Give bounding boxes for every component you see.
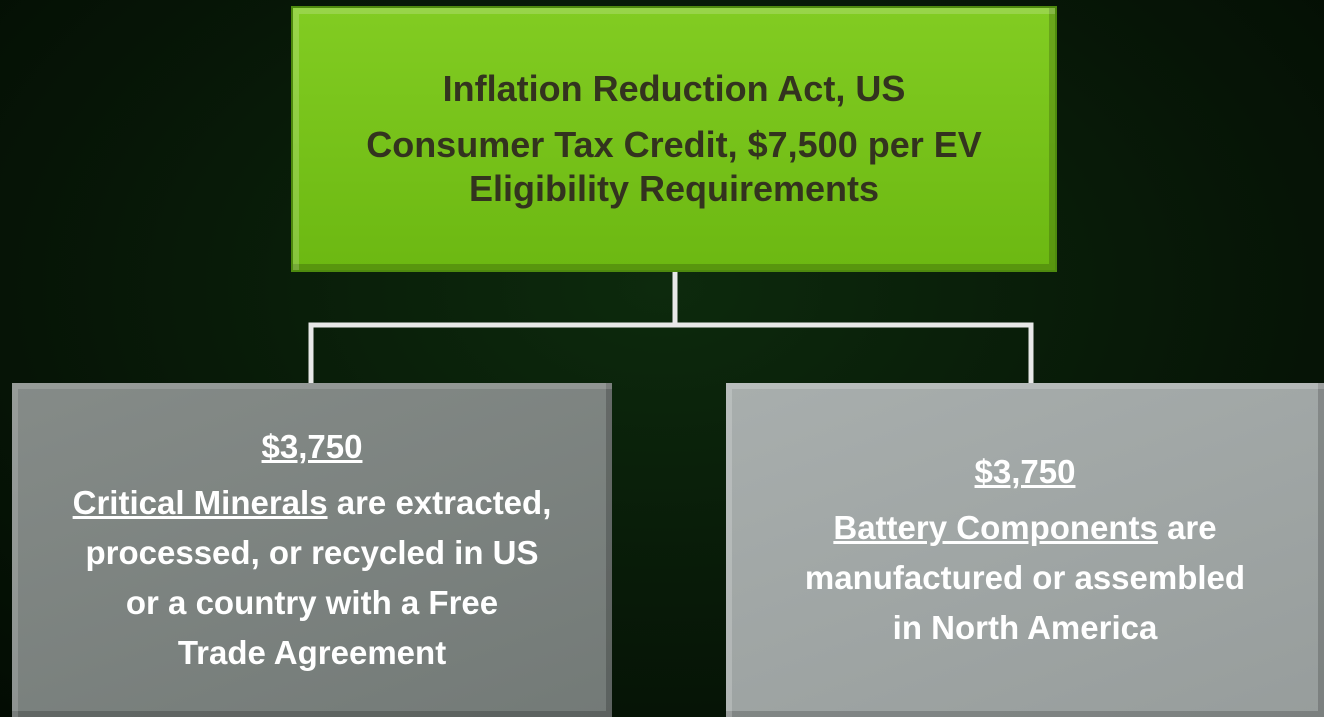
child-node: $3,750 Battery Components are manufactured… [726,383,1324,717]
node-line: Eligibility Requirements [468,168,880,209]
node-line: Trade Agreement [177,634,447,671]
connector [308,322,1034,383]
child-node: $3,750 Critical Minerals are extracted, pr… [12,383,612,717]
lead: Battery Components [833,509,1158,546]
node-line: manufactured or assembled [804,559,1246,596]
lead: Critical Minerals [72,484,328,521]
node-line: Inflation Reduction Act, US [442,68,906,109]
node-line: Critical Minerals are extracted, [73,478,552,528]
node-line: Consumer Tax Credit, $7,500 per EV [366,124,982,165]
amount: $3,750 [974,453,1076,490]
lead-rest: are extracted, [336,484,552,521]
root-node: Inflation Reduction Act, US Consumer Tax… [293,8,1055,270]
node-line: in North America [892,609,1158,646]
amount: $3,750 [261,428,363,465]
node-line: or a country with a Free [125,584,499,621]
node-line: processed, or recycled in US [85,534,539,571]
node-line: Battery Components are [833,503,1216,553]
lead-rest: are [1167,509,1217,546]
